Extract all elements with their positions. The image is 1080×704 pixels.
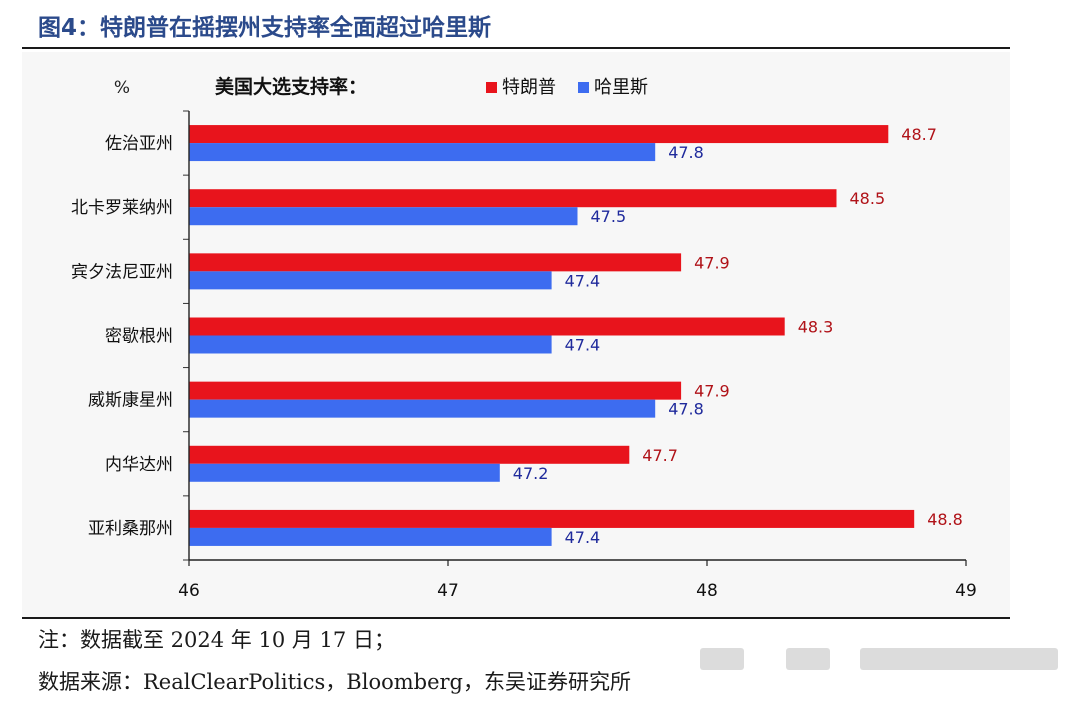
bar-trump <box>189 125 889 144</box>
data-label-trump: 47.7 <box>642 446 678 465</box>
category-label: 亚利桑那州 <box>88 519 173 539</box>
bar-trump <box>189 445 630 464</box>
data-label-trump: 48.8 <box>927 510 963 529</box>
data-label-harris: 47.4 <box>565 528 601 547</box>
bars-layer: 48.747.848.547.547.947.448.347.447.947.8… <box>189 125 963 547</box>
bar-harris <box>189 143 656 162</box>
bar-trump <box>189 317 785 336</box>
data-label-harris: 47.8 <box>668 400 704 419</box>
x-tick-label: 48 <box>696 581 718 601</box>
data-label-harris: 47.5 <box>591 207 627 226</box>
category-label: 内华达州 <box>105 455 173 475</box>
data-date-note: 注：数据截至 2024 年 10 月 17 日； <box>38 628 395 652</box>
category-label: 密歇根州 <box>105 327 173 347</box>
x-tick-label: 46 <box>178 581 200 601</box>
bar-harris <box>189 399 656 418</box>
x-tick-label: 49 <box>955 581 977 601</box>
bar-trump <box>189 189 837 208</box>
watermark-blur <box>700 648 744 670</box>
legend-label-trump: 特朗普 <box>502 77 556 98</box>
bar-harris <box>189 207 578 226</box>
legend: 特朗普 哈里斯 <box>486 77 648 98</box>
data-source-note: 数据来源：RealClearPolitics，Bloomberg，东吴证券研究所 <box>38 670 631 694</box>
category-label: 威斯康星州 <box>88 391 173 411</box>
bar-harris <box>189 527 552 546</box>
data-label-harris: 47.2 <box>513 464 549 483</box>
data-label-trump: 48.5 <box>850 189 886 208</box>
data-label-harris: 47.4 <box>565 271 601 290</box>
data-label-trump: 48.3 <box>798 318 834 337</box>
legend-swatch-trump <box>486 82 497 93</box>
bar-trump <box>189 253 682 272</box>
watermark-blur <box>860 648 1058 670</box>
bottom-divider <box>22 617 1010 619</box>
data-label-trump: 47.9 <box>694 253 730 272</box>
bar-harris <box>189 463 500 482</box>
category-label: 北卡罗莱纳州 <box>71 198 173 218</box>
figure-title: 图4：特朗普在摇摆州支持率全面超过哈里斯 <box>38 15 492 41</box>
watermark-blur <box>786 648 830 670</box>
bar-trump <box>189 381 682 400</box>
y-unit-label: % <box>114 78 130 98</box>
bar-harris <box>189 271 552 290</box>
chart-title: 美国大选支持率： <box>215 75 367 98</box>
legend-swatch-harris <box>578 82 589 93</box>
bar-harris <box>189 335 552 354</box>
data-label-harris: 47.4 <box>565 336 601 355</box>
bar-trump <box>189 509 915 528</box>
category-label: 佐治亚州 <box>105 134 173 154</box>
category-label: 宾夕法尼亚州 <box>71 262 173 282</box>
data-label-harris: 47.8 <box>668 143 704 162</box>
title-divider <box>22 47 1010 49</box>
x-tick-label: 47 <box>437 581 459 601</box>
data-label-trump: 47.9 <box>694 382 730 401</box>
legend-label-harris: 哈里斯 <box>594 77 648 98</box>
data-label-trump: 48.7 <box>901 125 937 144</box>
